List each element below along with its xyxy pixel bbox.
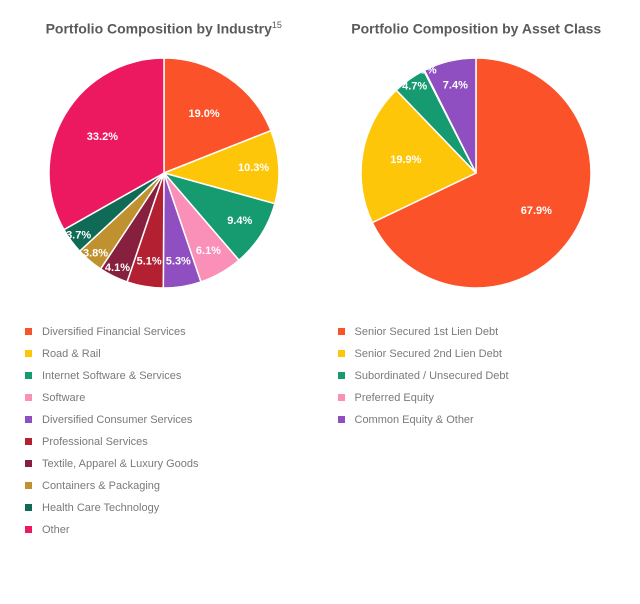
pie-slice-label: 67.9% [521, 205, 552, 217]
legend-label: Road & Rail [42, 348, 101, 360]
legend-swatch [25, 350, 32, 357]
legend-label: Common Equity & Other [355, 414, 474, 426]
legend-swatch [338, 372, 345, 379]
legend-item: Diversified Financial Services [25, 326, 303, 338]
legend-item: Health Care Technology [25, 502, 303, 514]
legend-swatch [25, 416, 32, 423]
legend-label: Professional Services [42, 436, 148, 448]
legend-item: Senior Secured 1st Lien Debt [338, 326, 616, 338]
legend-label: Senior Secured 2nd Lien Debt [355, 348, 502, 360]
pie-slice-label: 10.3% [238, 162, 269, 174]
legend-label: Diversified Financial Services [42, 326, 186, 338]
legend-swatch [338, 394, 345, 401]
legend-swatch [25, 504, 32, 511]
chart-title-sup: 15 [272, 20, 282, 30]
chart-title-assetclass: Portfolio Composition by Asset Class [351, 20, 601, 37]
pie-slice-label: 0.1% [412, 64, 437, 76]
pie-slice-label: 19.0% [188, 108, 219, 120]
pie-chart-assetclass: 67.9% 19.9% 4.7% 0.1% 7.4% [346, 55, 606, 291]
legend-industry: Diversified Financial Services Road & Rai… [25, 326, 303, 546]
chart-title-industry: Portfolio Composition by Industry15 [46, 20, 282, 37]
pie-slice-label: 4.7% [402, 80, 427, 92]
legend-label: Subordinated / Unsecured Debt [355, 370, 509, 382]
legend-item: Internet Software & Services [25, 370, 303, 382]
legend-label: Textile, Apparel & Luxury Goods [42, 458, 199, 470]
legend-label: Health Care Technology [42, 502, 159, 514]
legend-assetclass: Senior Secured 1st Lien Debt Senior Secur… [338, 326, 616, 546]
legend-swatch [25, 482, 32, 489]
pie-slice-label: 6.1% [196, 244, 221, 256]
legend-item: Professional Services [25, 436, 303, 448]
legend-item: Preferred Equity [338, 392, 616, 404]
legend-swatch [25, 526, 32, 533]
legend-label: Other [42, 524, 70, 536]
legend-item: Senior Secured 2nd Lien Debt [338, 348, 616, 360]
pie-slice-label: 7.4% [443, 79, 468, 91]
legend-swatch [25, 328, 32, 335]
legend-item: Software [25, 392, 303, 404]
pie-slice-label: 4.1% [105, 262, 130, 274]
legend-label: Diversified Consumer Services [42, 414, 192, 426]
pie-slice-label: 19.9% [390, 154, 421, 166]
legend-item: Common Equity & Other [338, 414, 616, 426]
legend-item: Textile, Apparel & Luxury Goods [25, 458, 303, 470]
legend-item: Other [25, 524, 303, 536]
chart-title-text: Portfolio Composition by Industry [46, 21, 272, 37]
charts-row: Portfolio Composition by Industry15 19.0… [25, 20, 615, 291]
legend-label: Internet Software & Services [42, 370, 181, 382]
legend-swatch [338, 350, 345, 357]
pie-slice-label: 3.7% [66, 229, 91, 241]
chart-col-industry: Portfolio Composition by Industry15 19.0… [25, 20, 303, 291]
legend-swatch [25, 372, 32, 379]
legend-label: Senior Secured 1st Lien Debt [355, 326, 499, 338]
pie-slice-label: 9.4% [227, 215, 252, 227]
legend-label: Software [42, 392, 85, 404]
legend-label: Containers & Packaging [42, 480, 160, 492]
pie-slice-label: 5.3% [166, 255, 191, 267]
legend-item: Diversified Consumer Services [25, 414, 303, 426]
legend-swatch [25, 438, 32, 445]
legend-swatch [25, 394, 32, 401]
chart-title-text: Portfolio Composition by Asset Class [351, 21, 601, 37]
legend-item: Containers & Packaging [25, 480, 303, 492]
legend-label: Preferred Equity [355, 392, 434, 404]
pie-slice-label: 33.2% [87, 131, 118, 143]
legends-row: Diversified Financial Services Road & Rai… [25, 326, 615, 546]
pie-slice-label: 3.8% [83, 247, 108, 259]
chart-col-assetclass: Portfolio Composition by Asset Class 67.… [338, 20, 616, 291]
legend-item: Subordinated / Unsecured Debt [338, 370, 616, 382]
legend-item: Road & Rail [25, 348, 303, 360]
pie-chart-industry: 19.0% 10.3% 9.4% 6.1% 5.3% 5.1% 4.1% 3.8% 3.7% 33… [34, 55, 294, 291]
legend-swatch [338, 328, 345, 335]
pie-slice-label: 5.1% [136, 255, 161, 267]
legend-swatch [25, 460, 32, 467]
legend-swatch [338, 416, 345, 423]
